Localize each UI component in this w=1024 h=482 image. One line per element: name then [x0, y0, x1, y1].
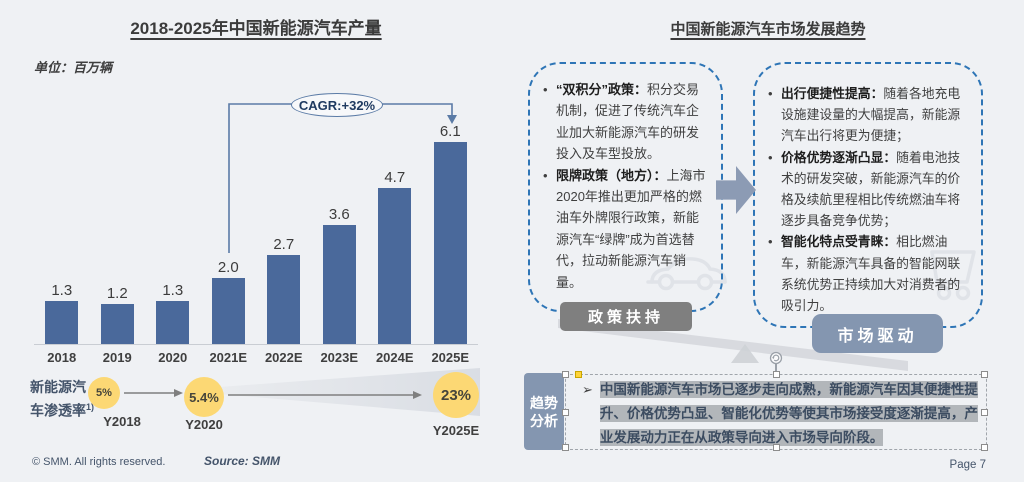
market-bullet-1: • 出行便捷性提高：随着各地充电设施建设量的大幅提高，新能源汽车出行将更为便捷；: [768, 83, 969, 147]
selection-handle-bottom-left[interactable]: [562, 444, 569, 451]
rotate-handle-stem: [775, 364, 777, 374]
bullet-dot: •: [768, 234, 773, 250]
bar-value-label: 3.6: [328, 206, 350, 223]
trend-analysis-text: 中国新能源汽车市场已逐步走向成熟，新能源汽车因其便捷性提升、价格优势凸显、智能化…: [599, 381, 978, 446]
trend-analysis-tag: 趋势分析: [524, 373, 564, 450]
rotate-handle[interactable]: [769, 351, 783, 365]
right-section-title: 中国新能源汽车市场发展趋势: [670, 21, 866, 38]
penetration-wedge: [206, 368, 480, 416]
bar-value-label: 6.1: [439, 123, 461, 140]
copyright-text: © SMM. All rights reserved.: [32, 456, 166, 468]
selection-handle-top-center[interactable]: [773, 371, 780, 378]
source-text: Source: SMM: [204, 454, 281, 468]
bar-slot: 1.3: [145, 282, 201, 344]
bar-slot: 1.3: [34, 282, 90, 344]
penetration-footnote-mark: 1): [86, 402, 95, 412]
adjust-handle[interactable]: [575, 371, 582, 378]
policy-bullet-1: • “双积分”政策：积分交易机制，促进了传统汽车企业加大新能源汽车的研发投入及车…: [543, 79, 709, 165]
penetration-arrows: [124, 389, 422, 399]
bar-value-label: 4.7: [384, 169, 406, 186]
penetration-year-2025: Y2025E: [432, 423, 480, 438]
x-axis-label: 2025E: [431, 350, 470, 365]
penetration-point-2020: 5.4%: [184, 377, 224, 417]
bar: [322, 225, 356, 344]
bar: [433, 142, 467, 344]
bar-slot: 4.7: [367, 169, 423, 344]
bar: [211, 278, 245, 344]
bar-value-label: 1.3: [51, 282, 73, 299]
bar: [267, 255, 301, 344]
bar-value-label: 2.0: [217, 259, 239, 276]
bar-chart-categories: 2018 2019 2020 2021E 2022E 2023E 2024E 2025E: [34, 350, 478, 365]
bar: [45, 301, 79, 344]
bullet-dot: •: [543, 167, 548, 183]
x-axis-label: 2018: [47, 350, 77, 365]
penetration-point-2025: 23%: [433, 372, 479, 418]
page-number: Page 7: [949, 459, 986, 471]
bar: [156, 301, 190, 344]
bar-value-label: 1.3: [162, 282, 184, 299]
bar: [100, 304, 134, 344]
cagr-bracket-lines: [228, 103, 457, 253]
penetration-label: 新能源汽车渗透率1): [30, 379, 95, 419]
x-axis-label: 2021E: [209, 350, 248, 365]
bar-slot: 2.0: [201, 259, 257, 344]
bar-value-label: 2.7: [273, 236, 295, 253]
policy-box: • “双积分”政策：积分交易机制，促进了传统汽车企业加大新能源汽车的研发投入及车…: [528, 62, 723, 312]
market-bullet-2: • 价格优势逐渐凸显：随着电池技术的研发突破，新能源汽车的价格及续航里程相比传统…: [768, 147, 969, 232]
selection-handle-bottom-right[interactable]: [981, 444, 988, 451]
market-box: • 出行便捷性提高：随着各地充电设施建设量的大幅提高，新能源汽车出行将更为便捷；…: [753, 62, 983, 328]
penetration-year-2020: Y2020: [185, 417, 223, 432]
x-axis-label: 2020: [158, 350, 188, 365]
arrow-bullet-marker: ➢: [582, 382, 593, 397]
market-bullet-3: • 智能化特点受青睐：相比燃油车，新能源汽车具备的智能网联系统优势正持续加大对消…: [768, 231, 969, 316]
x-axis-label: 2024E: [375, 350, 414, 365]
bar-slot: 1.2: [90, 285, 146, 344]
bullet-dot: •: [543, 82, 548, 97]
x-axis-label: 2019: [102, 350, 132, 365]
selection-handle-mid-right[interactable]: [981, 409, 988, 416]
bar-slot: 3.6: [312, 206, 368, 344]
bullet-dot: •: [768, 86, 773, 101]
bar: [378, 188, 412, 344]
policy-support-tag: 政策扶持: [560, 302, 692, 331]
unit-label: 单位：百万辆: [34, 60, 113, 75]
penetration-year-2018: Y2018: [103, 414, 141, 429]
bar-value-label: 1.2: [106, 285, 128, 302]
trend-analysis-textbox[interactable]: ➢ 中国新能源汽车市场已逐步走向成熟，新能源汽车因其便捷性提升、价格优势凸显、智…: [562, 371, 988, 451]
selection-handle-mid-left[interactable]: [562, 409, 569, 416]
penetration-point-2018: 5%: [88, 377, 120, 409]
bar-slot: 6.1: [423, 123, 479, 344]
bar-slot: 2.7: [256, 236, 312, 344]
left-chart-title: 2018-2025年中国新能源汽车产量: [130, 19, 382, 38]
cagr-badge: CAGR:+32%: [291, 93, 383, 117]
selection-handle-top-right[interactable]: [981, 371, 988, 378]
bar-chart: 1.3 1.2 1.3 2.0 2.7 3.6 4.7 6.1: [34, 120, 478, 345]
market-driven-tag: 市场驱动: [812, 314, 943, 353]
x-axis-label: 2023E: [320, 350, 359, 365]
seesaw-graphic: [558, 319, 908, 371]
selection-handle-bottom-center[interactable]: [773, 444, 780, 451]
x-axis-label: 2022E: [264, 350, 303, 365]
selection-handle-top-left[interactable]: [562, 371, 569, 378]
policy-bullet-2: • 限牌政策（地方）：上海市2020年推出更加严格的燃油车外牌限行政策，新能源汽…: [543, 165, 709, 293]
bullet-dot: •: [768, 149, 773, 165]
